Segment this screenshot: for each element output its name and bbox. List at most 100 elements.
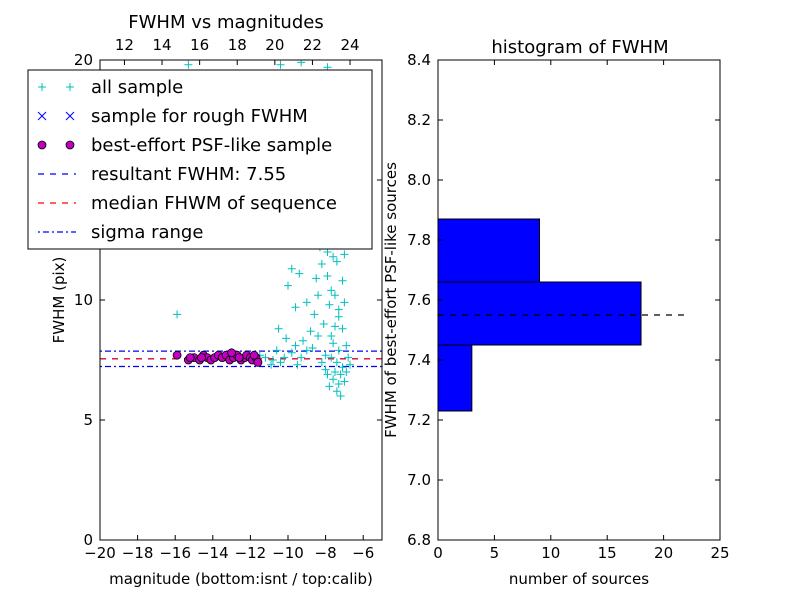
- all-sample-point: [332, 257, 341, 266]
- all-sample-point: [340, 298, 349, 307]
- top-tick-label: 16: [190, 36, 209, 54]
- all-sample-point: [293, 360, 302, 369]
- all-sample-point: [334, 380, 343, 388]
- legend-marker: [38, 83, 46, 91]
- all-sample-point: [327, 332, 336, 340]
- right-y-axis-label: FWHM of best-effort PSF-like sources: [382, 162, 400, 438]
- all-sample-point: [267, 360, 276, 369]
- legend-marker: [37, 140, 47, 150]
- all-sample-point: [295, 269, 304, 278]
- all-sample-point: [173, 310, 182, 319]
- all-sample-point: [282, 334, 291, 343]
- all-sample-point: [331, 291, 339, 300]
- all-sample-point: [336, 392, 345, 400]
- all-sample-point: [274, 324, 283, 333]
- top-tick-label: 24: [340, 36, 359, 54]
- y-tick-label: 20: [74, 51, 93, 69]
- scatter-points: [172, 60, 355, 400]
- right-x-axis-ticks: 0 5 10 15 20 25: [433, 60, 730, 562]
- legend-label: all sample: [91, 77, 183, 98]
- all-sample-point: [312, 274, 321, 283]
- all-sample-point: [287, 264, 296, 273]
- legend-marker: [66, 83, 74, 91]
- all-sample-point: [319, 320, 328, 328]
- all-sample-point: [329, 252, 338, 261]
- all-sample-point: [336, 370, 345, 379]
- psf-sample-point: [197, 353, 206, 363]
- histogram-bar: [437, 281, 642, 346]
- legend-box: [27, 69, 373, 250]
- psf-sample-point: [253, 357, 263, 367]
- all-sample-point: [291, 341, 300, 350]
- all-sample-point: [340, 250, 349, 259]
- all-sample-point: [302, 346, 311, 355]
- x-tick-label: 25: [710, 544, 729, 562]
- y-tick-label: 0: [83, 531, 93, 549]
- left-x-axis-ticks: −20 −18 −16 −14 −12 −10 −8 −6: [84, 535, 374, 562]
- x-tick-label: 10: [541, 544, 560, 562]
- x-tick-label: −12: [235, 544, 267, 562]
- all-sample-point: [302, 298, 311, 307]
- top-tick-label: 22: [303, 36, 322, 54]
- all-sample-point: [334, 305, 343, 314]
- psf-sample-point: [185, 353, 195, 363]
- all-sample-point: [317, 260, 326, 268]
- left-chart-title: FWHM vs magnitudes: [128, 12, 323, 33]
- x-tick-label: 20: [654, 544, 673, 562]
- all-sample-point: [323, 370, 332, 379]
- x-tick-label: 0: [433, 544, 443, 562]
- psf-sample-point: [172, 350, 182, 360]
- left-x-axis-label: magnitude (bottom:isnt / top:calib): [109, 570, 373, 588]
- reference-lines: [100, 350, 382, 368]
- histogram-bars: [437, 218, 642, 412]
- all-sample-point: [325, 300, 334, 309]
- left-y-axis-label: FWHM (pix): [50, 257, 68, 344]
- all-sample-point: [291, 303, 300, 312]
- y-tick-label: 6.8: [407, 531, 431, 549]
- all-sample-point: [344, 353, 353, 362]
- psf-sample-point: [234, 353, 244, 363]
- all-sample-point: [276, 358, 285, 367]
- all-sample-point: [261, 353, 270, 362]
- all-sample-point: [338, 363, 347, 372]
- all-sample-point: [184, 60, 193, 69]
- all-sample-point: [276, 60, 285, 69]
- legend: all sample sample for rough FWHM best-effo…: [27, 69, 373, 250]
- psf-sample-point: [227, 348, 237, 358]
- all-sample-point: [297, 60, 306, 67]
- x-tick-label: −10: [272, 544, 304, 562]
- all-sample-point: [317, 358, 326, 367]
- x-tick-label: −8: [315, 544, 337, 562]
- legend-marker: [37, 111, 47, 121]
- right-y-axis-ticks: 6.8 7.0 7.2 7.4 7.6 7.8 8.0 8.2 8.4: [407, 51, 720, 549]
- all-sample-point: [334, 346, 343, 355]
- all-sample-point: [331, 368, 339, 376]
- right-x-axis-label: number of sources: [509, 570, 649, 588]
- legend-marker: [65, 140, 75, 150]
- all-sample-point: [306, 327, 315, 336]
- all-sample-point: [338, 324, 347, 333]
- all-sample-point: [340, 377, 349, 386]
- legend-label: best-effort PSF-like sample: [91, 135, 332, 156]
- all-sample-point: [346, 360, 355, 369]
- all-sample-point: [284, 281, 292, 290]
- all-sample-point: [280, 353, 289, 362]
- top-x-axis-ticks: 12 14 16 18 20 22 24: [115, 36, 360, 65]
- y-tick-label: 8.4: [407, 51, 431, 69]
- x-tick-label: 5: [490, 544, 500, 562]
- legend-label: sample for rough FWHM: [91, 106, 308, 127]
- top-tick-label: 12: [115, 36, 134, 54]
- y-tick-label: 7.2: [407, 411, 431, 429]
- all-sample-point: [310, 310, 319, 319]
- legend-marker: [65, 111, 75, 121]
- all-sample-point: [329, 375, 338, 384]
- histogram-bar: [437, 344, 473, 412]
- all-sample-point: [327, 353, 336, 362]
- all-sample-point: [314, 291, 323, 300]
- all-sample-point: [268, 356, 277, 364]
- x-tick-label: −20: [84, 544, 116, 562]
- y-tick-label: 5: [83, 411, 93, 429]
- all-sample-point: [327, 286, 336, 295]
